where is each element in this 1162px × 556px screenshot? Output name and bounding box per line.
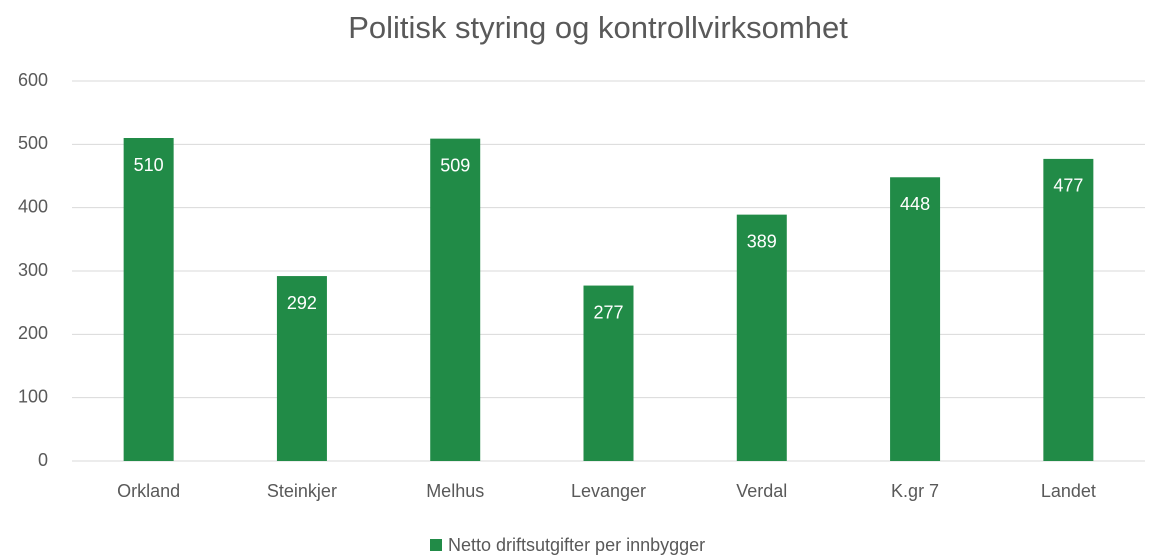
bar — [430, 138, 481, 461]
y-tick-label: 600 — [18, 70, 48, 90]
y-tick-label: 400 — [18, 196, 48, 216]
data-label: 477 — [1053, 176, 1083, 196]
x-tick-label: Orkland — [117, 481, 180, 501]
legend-swatch — [430, 539, 442, 551]
data-label: 277 — [593, 302, 623, 322]
x-tick-label: Verdal — [736, 481, 787, 501]
data-label: 509 — [440, 155, 470, 175]
bar — [123, 138, 174, 461]
x-tick-label: Melhus — [426, 481, 484, 501]
y-tick-label: 0 — [38, 450, 48, 470]
bar — [736, 214, 787, 461]
y-tick-label: 300 — [18, 260, 48, 280]
data-label: 448 — [900, 194, 930, 214]
data-label: 389 — [747, 231, 777, 251]
bar — [583, 285, 634, 461]
y-tick-label: 100 — [18, 386, 48, 406]
x-tick-label: K.gr 7 — [891, 481, 939, 501]
y-tick-label: 200 — [18, 323, 48, 343]
y-tick-label: 500 — [18, 133, 48, 153]
data-label: 292 — [287, 293, 317, 313]
bar — [1043, 158, 1094, 461]
chart-title: Politisk styring og kontrollvirksomhet — [348, 10, 848, 45]
data-label: 510 — [134, 155, 164, 175]
legend-label: Netto driftsutgifter per innbygger — [448, 535, 705, 555]
x-tick-label: Levanger — [571, 481, 646, 501]
bar — [890, 177, 941, 461]
bar — [276, 276, 327, 461]
x-tick-label: Landet — [1041, 481, 1096, 501]
x-tick-label: Steinkjer — [267, 481, 337, 501]
